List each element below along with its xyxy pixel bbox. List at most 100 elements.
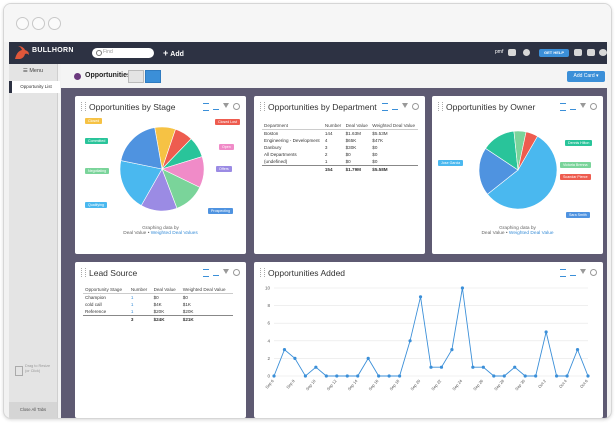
table-row[interactable]: All Departments 2 $0 $0 [262,151,418,158]
table-row[interactable]: Champion 1 $0 $0 [83,294,233,302]
table-cell: Boston [264,131,279,136]
table-row[interactable]: Reference 1 $20K $20K [83,308,233,316]
drag-handle-icon[interactable] [81,268,86,277]
card-toolbar [560,103,598,111]
close-icon[interactable] [412,103,419,110]
card-opportunities-added: Opportunities Added 0 2 4 6 8 10 Sep 6 Sep 8 Sep… [254,262,603,418]
printer-icon[interactable] [574,49,582,56]
pie-label: Scandar Pierce [560,174,591,180]
list-icon[interactable] [203,103,209,111]
table-cell: Champion [85,295,106,300]
data-point [345,374,349,378]
help-icon[interactable] [523,49,530,56]
dashboard-view-button[interactable] [145,70,161,83]
lock-icon[interactable] [587,49,595,56]
data-point [314,365,318,369]
chart-icon[interactable] [570,103,576,110]
list-icon[interactable] [203,269,209,277]
filter-icon[interactable] [223,103,229,108]
filter-icon[interactable] [580,103,586,108]
data-point [555,374,559,378]
get-help-button[interactable]: GET HELP [539,49,569,57]
x-tick-label: Sep 16 [367,378,379,392]
filter-icon[interactable] [402,103,408,108]
menu-button[interactable]: ☰ Menu [22,68,44,74]
data-point [450,348,454,352]
window-zoom-dot[interactable] [48,17,61,30]
data-point [377,374,381,378]
window-close-dot[interactable] [16,17,29,30]
column-header: Department [262,122,323,130]
add-label: Add [170,51,184,58]
chart-icon[interactable] [392,103,398,110]
table-cell: $0 [372,152,378,157]
card-title: Lead Source [81,268,137,278]
y-tick-label: 4 [267,338,270,343]
table-cell[interactable]: 1 [130,309,134,314]
x-tick-label: Sep 8 [285,378,296,390]
pie-label: Open [219,144,234,150]
table-cell: Danbury [264,145,282,150]
chart-icon[interactable] [213,103,219,110]
drag-handle-icon[interactable] [260,268,265,277]
table-cell: (undefined) [264,159,288,164]
close-all-tabs-button[interactable]: Close All Tabs [9,402,57,418]
add-button[interactable]: + Add [163,48,184,58]
table-row[interactable]: Danbury 3 $30K $0 [262,144,418,151]
department-table: Department Number Deal Value Weighted De… [262,122,418,173]
x-tick-label: Sep 26 [472,378,484,392]
filter-icon[interactable] [580,269,586,274]
table-cell[interactable]: 1 [130,302,134,307]
table-row[interactable]: Boston 144 $1.63M $5.53M [262,130,418,138]
table-row[interactable]: cold call 1 $4K $1K [83,301,233,308]
chart-icon[interactable] [213,269,219,276]
data-point [293,356,297,360]
table-cell[interactable]: 1 [130,295,134,300]
table-cell: $65K [345,138,357,143]
list-view-button[interactable] [128,70,144,83]
close-icon[interactable] [233,269,240,276]
table-cell: 4 [324,138,328,143]
chat-icon[interactable] [508,49,516,56]
resize-drop-zone[interactable]: Drag to Resize (or Click) [15,364,55,384]
close-icon[interactable] [233,103,240,110]
drag-handle-icon[interactable] [81,102,86,111]
data-point [586,374,590,378]
tab-opportunity-list[interactable]: Opportunity List [9,81,60,93]
list-icon[interactable] [560,269,566,277]
column-header: Deal Value [151,286,181,294]
window-minimize-dot[interactable] [32,17,45,30]
list-icon[interactable] [382,103,388,111]
add-card-button[interactable]: Add Card ▾ [567,71,605,82]
table-cell: Engineering - Development [264,138,320,143]
table-row[interactable]: (undefined) 1 $0 $0 [262,158,418,166]
caption-legend: Deal Value • Weighted Deal Values [123,231,198,236]
x-tick-label: Sep 18 [388,378,400,392]
caption-weighted: Weighted Deal Value [508,231,554,236]
settings-icon[interactable] [599,49,607,56]
caption-text: Graphing data by [142,226,179,231]
card-toolbar [560,269,598,277]
table-cell: $4K [153,302,162,307]
table-cell: $0 [153,295,159,300]
table-row[interactable]: Engineering - Development 4 $65K $47K [262,137,418,144]
close-icon[interactable] [590,269,597,276]
bullhorn-logo-icon [15,46,29,59]
data-point [429,365,433,369]
filter-icon[interactable] [223,269,229,274]
drag-handle-icon[interactable] [438,102,443,111]
data-point [324,374,328,378]
page-title: Opportunities [85,72,131,79]
data-point [366,356,370,360]
list-icon[interactable] [560,103,566,111]
data-point [387,374,391,378]
table-total-row: 154 $1.79M $5.58M [262,165,418,173]
user-menu[interactable]: pmf [495,49,504,55]
table-cell: All Departments [264,152,297,157]
close-icon[interactable] [590,103,597,110]
pie-label: Committed [85,138,109,144]
drag-handle-icon[interactable] [260,102,265,111]
table-cell: 144 [324,131,333,136]
search-input[interactable]: Find [92,48,154,58]
chart-icon[interactable] [570,269,576,276]
